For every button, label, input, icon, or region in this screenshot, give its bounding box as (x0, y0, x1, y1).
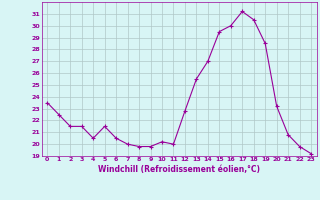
X-axis label: Windchill (Refroidissement éolien,°C): Windchill (Refroidissement éolien,°C) (98, 165, 260, 174)
